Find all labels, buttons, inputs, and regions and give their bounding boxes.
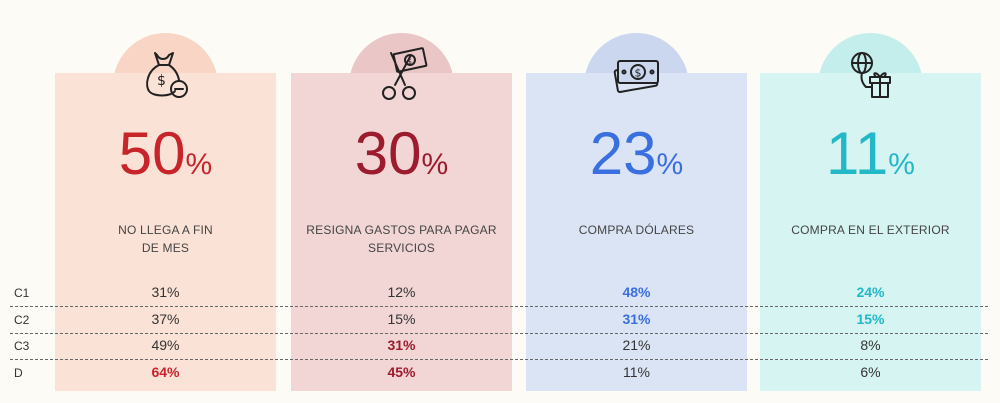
resigna-gastos-label: RESIGNA GASTOS PARA PAGAR SERVICIOS	[291, 221, 512, 257]
compra-en-el-exterior-value-c2: 15%	[856, 311, 885, 327]
resigna-gastos-headline-unit: %	[421, 148, 449, 181]
row-label-c1: C1	[14, 286, 30, 300]
resigna-gastos-value-c3: 31%	[387, 337, 416, 353]
no-llega-a-fin-de-mes-value-c2: 37%	[151, 311, 180, 327]
resigna-gastos-label-line: SERVICIOS	[368, 241, 435, 255]
compra-en-el-exterior-value-c1: 24%	[856, 284, 885, 300]
resigna-gastos-label-line: RESIGNA GASTOS PARA PAGAR	[306, 223, 497, 237]
no-llega-a-fin-de-mes-card	[55, 73, 276, 391]
no-llega-a-fin-de-mes-label: NO LLEGA A FIN DE MES	[55, 221, 276, 257]
compra-en-el-exterior-headline-unit: %	[888, 148, 915, 181]
resigna-gastos-value-c2: 15%	[387, 311, 416, 327]
no-llega-a-fin-de-mes-value-c1: 31%	[151, 284, 180, 300]
resigna-gastos-value-d: 45%	[387, 364, 416, 380]
no-llega-a-fin-de-mes-value-d: 64%	[151, 364, 180, 380]
row-label-d: D	[14, 366, 23, 380]
resigna-gastos-card	[291, 73, 512, 391]
svg-text:$: $	[635, 67, 642, 80]
svg-text:$: $	[157, 73, 166, 89]
resigna-gastos-headline: 30%	[291, 118, 512, 206]
compra-dolares-card	[526, 73, 747, 391]
scissors-cutting-bill-icon: $	[371, 45, 431, 105]
compra-en-el-exterior-card	[760, 73, 981, 391]
compra-en-el-exterior-label: COMPRA EN EL EXTERIOR	[760, 221, 981, 239]
row-separator	[10, 306, 988, 307]
dollar-bills-icon: $	[606, 45, 666, 105]
compra-en-el-exterior-label-line: COMPRA EN EL EXTERIOR	[791, 223, 950, 237]
compra-dolares-value-c1: 48%	[622, 284, 651, 300]
compra-dolares-value-d: 11%	[623, 364, 650, 380]
no-llega-a-fin-de-mes-value-c3: 49%	[151, 337, 180, 353]
resigna-gastos-value-c1: 12%	[387, 284, 416, 300]
no-llega-a-fin-de-mes-label-line: NO LLEGA A FIN	[118, 223, 213, 237]
no-llega-a-fin-de-mes-headline-unit: %	[185, 148, 213, 181]
resigna-gastos-headline-value: 30	[354, 120, 422, 187]
compra-en-el-exterior-value-d: 6%	[860, 364, 881, 380]
compra-dolares-label-line: COMPRA DÓLARES	[578, 223, 695, 237]
compra-dolares-value-c2: 31%	[622, 311, 651, 327]
compra-en-el-exterior-headline-value: 11	[826, 120, 889, 187]
no-llega-a-fin-de-mes-headline-value: 50	[118, 120, 186, 187]
money-bag-minus-icon: $	[135, 45, 195, 105]
row-label-c3: C3	[14, 339, 30, 353]
row-separator	[10, 359, 988, 360]
row-separator	[10, 333, 988, 334]
compra-dolares-headline-value: 23	[589, 120, 657, 187]
globe-gift-icon	[840, 45, 900, 105]
row-label-c2: C2	[14, 313, 30, 327]
compra-en-el-exterior-headline: 11%	[760, 118, 981, 206]
no-llega-a-fin-de-mes-label-line: DE MES	[141, 241, 190, 255]
compra-dolares-headline: 23%	[526, 118, 747, 206]
compra-dolares-headline-unit: %	[656, 148, 684, 181]
compra-dolares-label: COMPRA DÓLARES	[526, 221, 747, 239]
compra-dolares-value-c3: 21%	[622, 337, 651, 353]
compra-en-el-exterior-value-c3: 8%	[860, 337, 881, 353]
svg-text:$: $	[407, 57, 412, 66]
no-llega-a-fin-de-mes-headline: 50%	[55, 118, 276, 206]
